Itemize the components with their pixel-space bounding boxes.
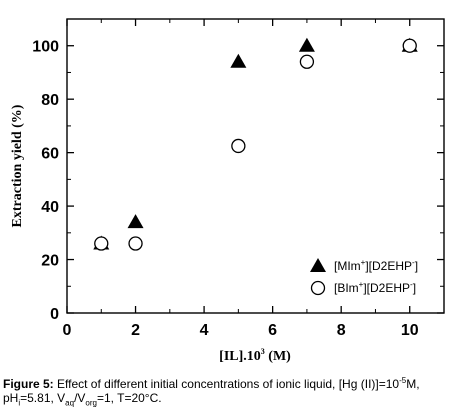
x-tick-label: 4 [200,322,209,339]
series-2-point [94,236,109,251]
series-2-point [402,38,417,53]
y-axis-title: Extraction yield (%) [10,104,25,227]
legend-label-series-1-b: ][D2EHP [365,259,412,273]
caption-text-e: /V [74,391,86,405]
legend-label-series-2-end: ] [413,281,416,295]
legend-label-series-1-a: [MIm [334,259,361,273]
y-tick-label: 40 [41,199,59,216]
series-2-point [299,54,315,69]
legend-label-series-2-a: [BIm [334,281,359,295]
x-tick-label: 10 [401,322,419,339]
caption-text-d: =5.81, V [20,391,66,405]
x-tick-label: 0 [63,322,72,339]
legend-label-series-1: [MIm+][D2EHP-] [334,258,418,273]
series-1-point [298,37,315,52]
y-tick-label: 0 [50,306,59,323]
caption-text-b: M, [406,377,420,391]
y-tick-label: 100 [32,39,59,56]
legend-label-series-2-sup2: - [410,280,413,289]
y-tick-label: 20 [41,253,59,270]
y-tick-label: 80 [41,92,59,109]
series-1-point [127,214,144,229]
x-axis-title-main: [IL].10 [219,349,261,364]
legend-label-series-1-sup: + [361,258,366,267]
caption-text-a: Effect of different initial concentratio… [53,377,400,391]
x-axis-title-exp: 3 [261,347,265,356]
series-2-point [128,236,143,251]
legend-label-series-1-end: ] [415,259,418,273]
figure-caption: Figure 5: Effect of different initial co… [3,376,458,408]
plot-frame [66,18,445,314]
data-points [93,37,418,251]
x-tick-label: 6 [268,322,277,339]
caption-text-d-sub: aq [65,398,75,408]
caption-text-c-sub: i [18,398,21,408]
caption-text-a-sup: -5 [399,376,407,385]
caption-text-c: pH [3,391,19,405]
x-axis-title: [IL].103 (M) [219,347,291,364]
y-tick-label: 60 [41,146,59,163]
series-1-point [230,53,247,68]
legend-label-series-2-sup: + [359,280,364,289]
legend-label-series-2-b: ][D2EHP [363,281,410,295]
x-tick-label: 8 [337,322,346,339]
legend-label-series-1-sup2: - [412,258,415,267]
caption-text-f: =1, T=20°C. [96,391,162,405]
series-2-point [231,138,246,154]
legend: [MIm+][D2EHP-] [BIm+][D2EHP-] [310,258,418,296]
axis-ticks [66,19,444,314]
legend-marker-series-1 [310,258,326,272]
caption-text-e-sub: org [85,398,97,408]
legend-marker-series-2 [310,280,326,296]
x-axis-title-unit: (M) [265,349,291,364]
legend-label-series-2: [BIm+][D2EHP-] [334,280,416,295]
x-tick-label: 2 [131,322,140,339]
caption-label: Figure 5: [3,377,54,391]
